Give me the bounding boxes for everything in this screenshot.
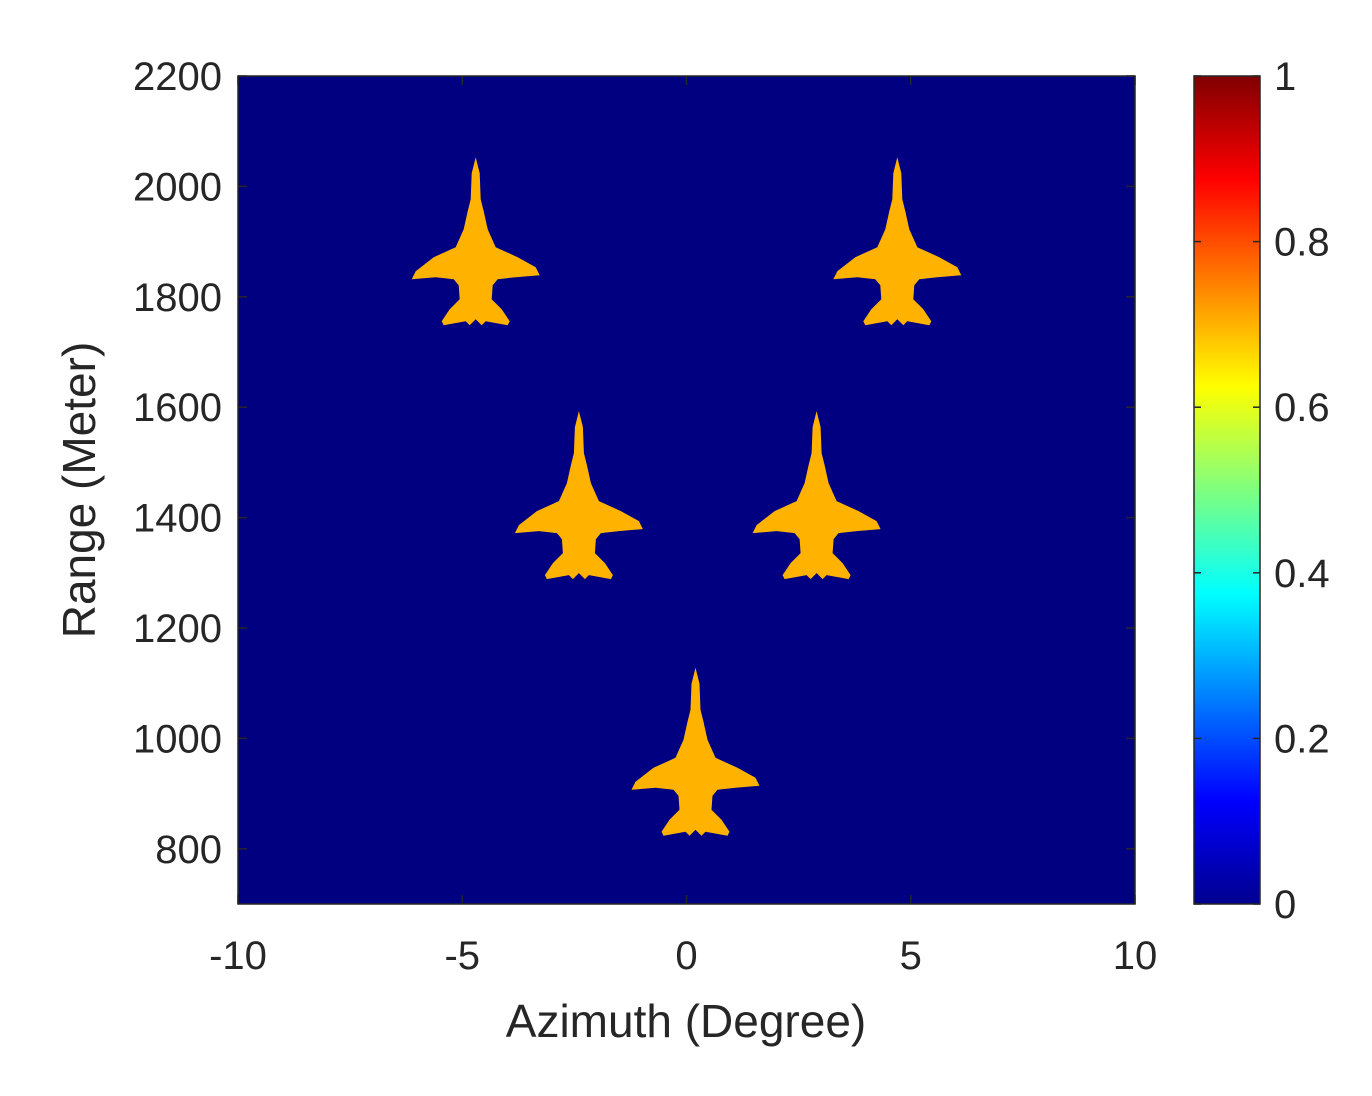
aircraft-target (833, 157, 962, 326)
colorbar-ticks: 0 0.2 0.4 0.6 0.8 1 (1194, 55, 1330, 927)
x-tick-label: 5 (900, 934, 922, 978)
y-tick-label: 1800 (133, 276, 222, 320)
aircraft-target (631, 667, 760, 836)
y-tick-label: 800 (155, 828, 222, 872)
colorbar-tick-label: 0.8 (1274, 221, 1330, 265)
x-ticks: -10 -5 0 5 10 (209, 76, 1157, 978)
aircraft-target (514, 411, 643, 580)
x-tick-label: -10 (209, 934, 267, 978)
colorbar (1193, 75, 1261, 905)
x-tick-label: -5 (444, 934, 480, 978)
y-tick-label: 2000 (133, 165, 222, 209)
y-ticks: 800 1000 1200 1400 1600 1800 2000 2200 (133, 55, 1135, 872)
colorbar-tick-label: 0 (1274, 883, 1296, 927)
colorbar-tick-label: 0.4 (1274, 552, 1330, 596)
y-axis-label: Range (Meter) (53, 342, 105, 639)
colorbar-tick-label: 1 (1274, 55, 1296, 99)
y-tick-label: 1600 (133, 386, 222, 430)
x-tick-label: 0 (675, 934, 697, 978)
targets-layer (411, 157, 962, 836)
y-tick-label: 1400 (133, 497, 222, 541)
y-tick-label: 1000 (133, 717, 222, 761)
colorbar-tick-label: 0.2 (1274, 717, 1330, 761)
aircraft-target (411, 157, 540, 326)
y-tick-label: 1200 (133, 607, 222, 651)
aircraft-target (752, 411, 881, 580)
x-axis-label: Azimuth (Degree) (506, 995, 866, 1047)
x-tick-label: 10 (1113, 934, 1158, 978)
colorbar-tick-label: 0.6 (1274, 386, 1330, 430)
y-tick-label: 2200 (133, 55, 222, 99)
